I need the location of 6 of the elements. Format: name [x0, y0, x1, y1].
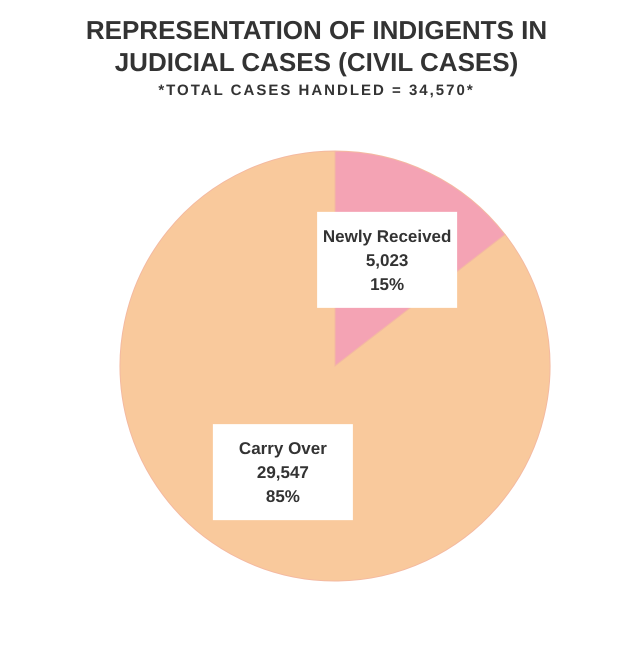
chart-title: REPRESENTATION OF INDIGENTS IN JUDICIAL CASES (CIVIL CASES)	[84, 14, 548, 78]
slice-label: Newly Received	[322, 226, 452, 246]
slice-label: Carry Over	[238, 439, 328, 458]
data-label: 5,023 15%	[366, 250, 408, 294]
chart-subtitle: *TOTAL CASES HANDLED = 34,570*	[157, 82, 476, 99]
data-label: 29,547 85%	[256, 463, 309, 506]
